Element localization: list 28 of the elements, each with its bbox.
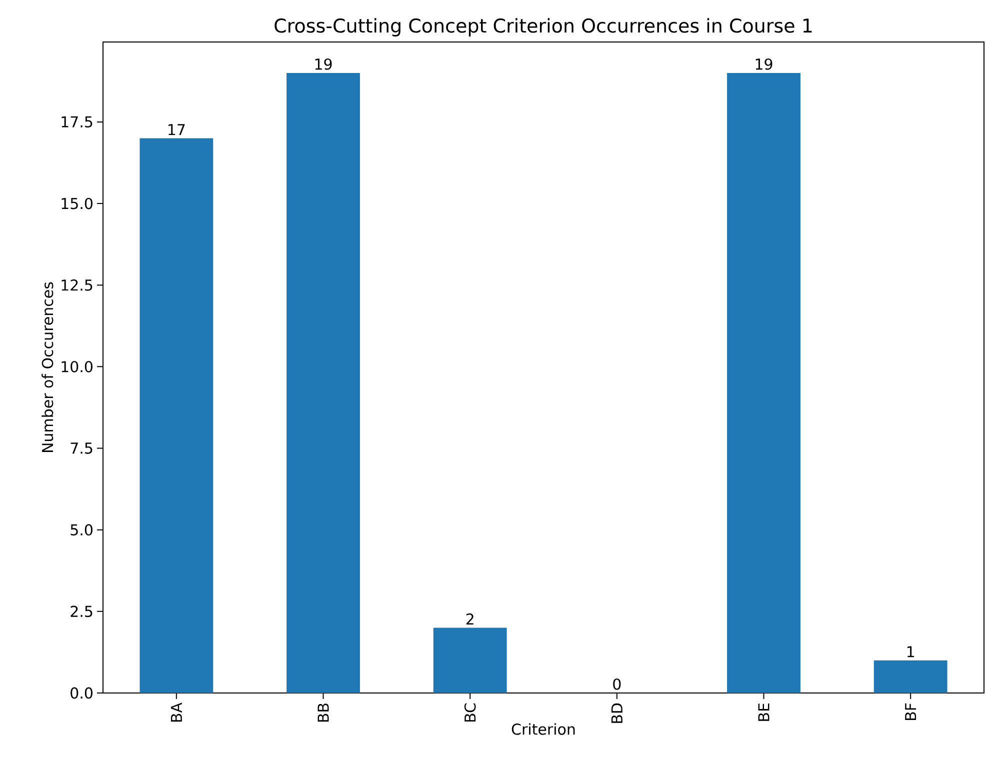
bar xyxy=(286,72,360,693)
x-tick-label: BE xyxy=(758,703,770,721)
y-axis-title: Number of Occurences xyxy=(42,282,54,452)
data-label: 19 xyxy=(315,58,332,70)
x-tick-label: BF xyxy=(905,703,916,720)
y-tick-label: 2.5 xyxy=(70,606,92,618)
x-tick-label: BA xyxy=(170,702,182,722)
y-tick-label: 17.5 xyxy=(62,116,92,128)
y-tick-label: 0.0 xyxy=(70,687,92,699)
x-tick-label: BD xyxy=(611,703,622,723)
data-label: 17 xyxy=(168,124,185,136)
x-tick-label: BC xyxy=(464,703,476,722)
bar xyxy=(727,72,800,693)
bar xyxy=(874,660,948,693)
x-axis-title: Criterion xyxy=(512,723,575,735)
data-label: 0 xyxy=(613,678,621,690)
x-tick-label: BB xyxy=(318,704,329,722)
bar xyxy=(140,138,214,693)
chart-title: Cross-Cutting Concept Criterion Occurrences in Course 1 xyxy=(274,18,812,36)
y-tick-label: 15.0 xyxy=(62,198,92,210)
data-label: 1 xyxy=(907,646,914,658)
y-tick-label: 12.5 xyxy=(62,279,92,291)
y-tick-label: 7.5 xyxy=(70,442,92,454)
y-tick-label: 5.0 xyxy=(70,524,92,536)
bar xyxy=(433,628,507,693)
data-label: 2 xyxy=(466,613,474,625)
data-label: 19 xyxy=(756,58,772,70)
y-tick-label: 10.0 xyxy=(62,361,92,372)
